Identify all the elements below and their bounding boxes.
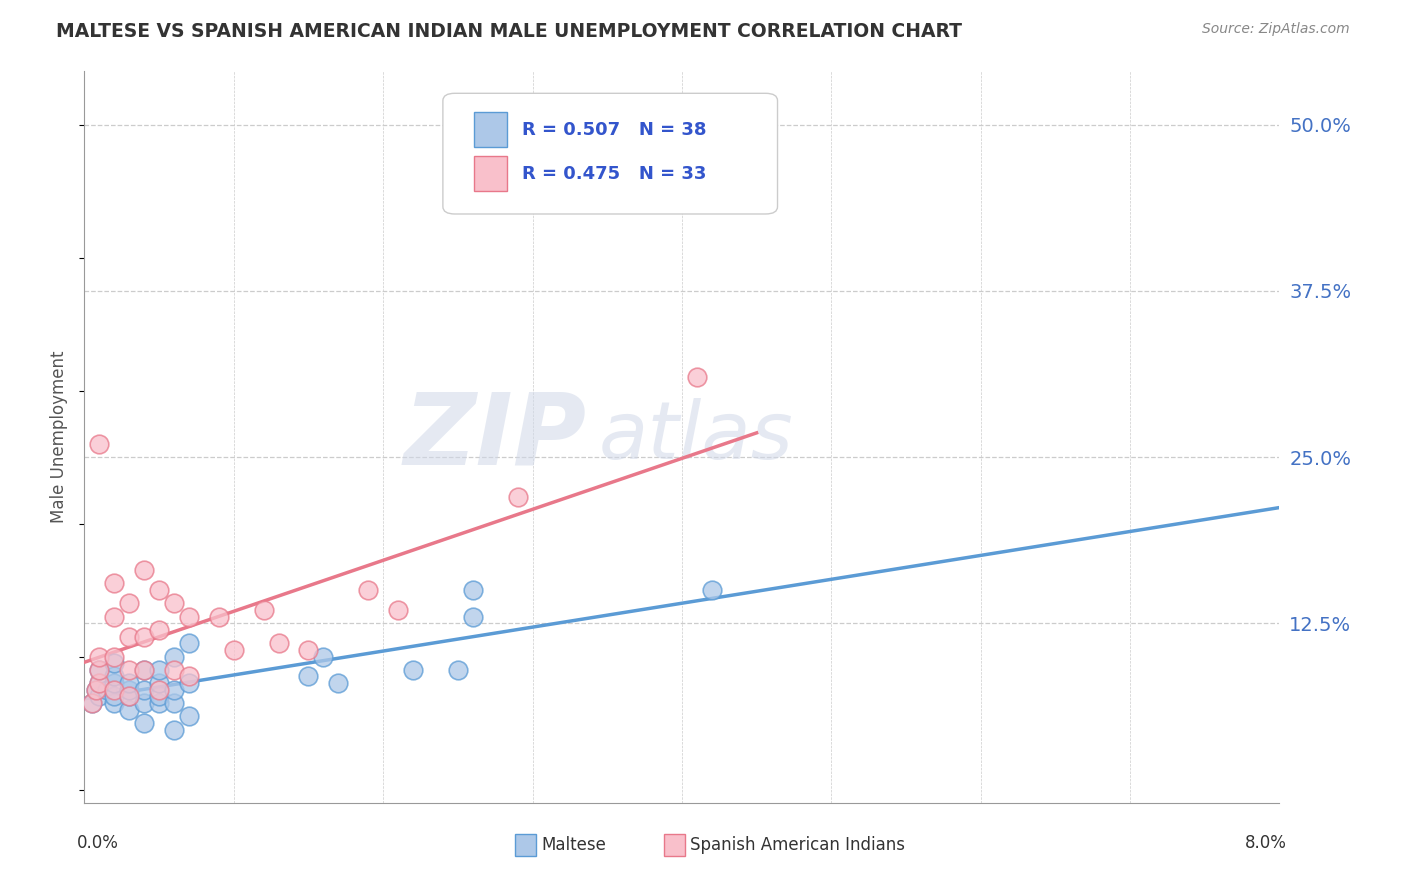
Point [89, 676, 111, 690]
Point [461, 609, 484, 624]
Point [177, 636, 200, 650]
Point [177, 669, 200, 683]
Y-axis label: Male Unemployment: Male Unemployment [51, 351, 69, 524]
FancyBboxPatch shape [474, 112, 508, 147]
Point [208, 609, 231, 624]
Point [163, 696, 186, 710]
Point [222, 643, 245, 657]
Point [103, 682, 125, 697]
Point [148, 623, 170, 637]
Point [89, 436, 111, 450]
Point [86, 682, 108, 697]
Point [447, 663, 470, 677]
Point [132, 663, 156, 677]
Point [163, 682, 186, 697]
Point [132, 696, 156, 710]
Point [148, 582, 170, 597]
Point [118, 663, 141, 677]
Point [132, 682, 156, 697]
Point [118, 682, 141, 697]
Point [402, 663, 425, 677]
Point [80, 696, 103, 710]
Point [148, 676, 170, 690]
Point [328, 676, 350, 690]
Text: Source: ZipAtlas.com: Source: ZipAtlas.com [1202, 22, 1350, 37]
Point [89, 676, 111, 690]
Point [118, 690, 141, 704]
Point [118, 596, 141, 610]
FancyBboxPatch shape [664, 834, 686, 856]
Point [461, 582, 484, 597]
Point [103, 690, 125, 704]
Point [267, 636, 290, 650]
Point [148, 690, 170, 704]
Text: MALTESE VS SPANISH AMERICAN INDIAN MALE UNEMPLOYMENT CORRELATION CHART: MALTESE VS SPANISH AMERICAN INDIAN MALE … [56, 22, 962, 41]
Point [163, 663, 186, 677]
Point [96, 682, 118, 697]
Point [89, 663, 111, 677]
Point [312, 649, 335, 664]
Point [118, 630, 141, 644]
Point [297, 669, 319, 683]
Point [118, 690, 141, 704]
Point [89, 663, 111, 677]
Point [177, 676, 200, 690]
Point [297, 643, 319, 657]
Point [80, 696, 103, 710]
Point [118, 703, 141, 717]
Point [132, 716, 156, 731]
Text: atlas: atlas [599, 398, 793, 476]
Point [163, 649, 186, 664]
FancyBboxPatch shape [515, 834, 536, 856]
Point [148, 663, 170, 677]
Point [700, 582, 723, 597]
Text: 8.0%: 8.0% [1244, 834, 1286, 852]
Point [163, 723, 186, 737]
Point [148, 682, 170, 697]
Point [118, 676, 141, 690]
Point [163, 596, 186, 610]
Text: ZIP: ZIP [404, 389, 586, 485]
Text: Spanish American Indians: Spanish American Indians [690, 836, 905, 855]
Text: R = 0.507   N = 38: R = 0.507 N = 38 [522, 121, 706, 139]
Point [103, 656, 125, 670]
Point [103, 676, 125, 690]
Point [103, 576, 125, 591]
Point [103, 609, 125, 624]
Point [506, 490, 529, 504]
Point [86, 682, 108, 697]
Point [177, 609, 200, 624]
Point [132, 563, 156, 577]
Text: 0.0%: 0.0% [77, 834, 120, 852]
Text: R = 0.475   N = 33: R = 0.475 N = 33 [522, 165, 706, 183]
Point [148, 696, 170, 710]
Point [103, 649, 125, 664]
Point [253, 603, 276, 617]
Point [103, 669, 125, 683]
FancyBboxPatch shape [443, 94, 778, 214]
Point [132, 663, 156, 677]
Point [89, 690, 111, 704]
FancyBboxPatch shape [474, 156, 508, 191]
Point [132, 630, 156, 644]
Point [387, 603, 409, 617]
Point [177, 709, 200, 723]
Point [357, 582, 380, 597]
Point [103, 696, 125, 710]
Point [686, 370, 709, 384]
Point [89, 649, 111, 664]
Text: Maltese: Maltese [541, 836, 606, 855]
